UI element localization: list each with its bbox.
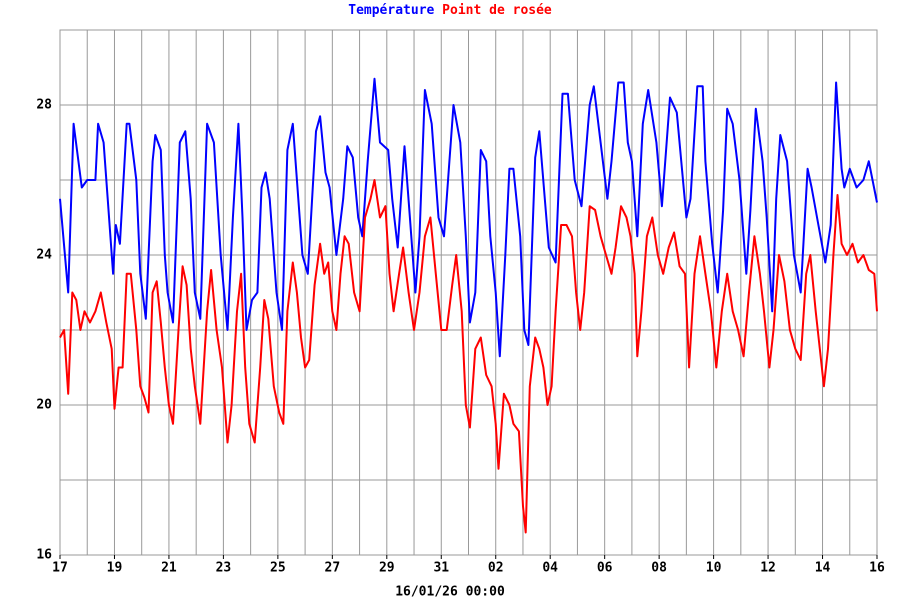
- x-tick-label: 21: [161, 561, 177, 576]
- x-axis-label: 16/01/26 00:00: [395, 585, 505, 600]
- chart-title: Température Point de rosée: [348, 3, 552, 18]
- data-line: [59, 77, 878, 358]
- x-tick-label: 19: [107, 561, 123, 576]
- x-tick-label: 17: [52, 561, 68, 576]
- x-tick-label: 23: [216, 561, 232, 576]
- y-tick-label: 20: [36, 398, 52, 413]
- x-tick-label: 27: [325, 561, 341, 576]
- x-tick-label: 04: [542, 561, 558, 576]
- x-tick-label: 10: [706, 561, 722, 576]
- y-tick-label: 28: [36, 98, 52, 113]
- x-tick-label: 06: [597, 561, 613, 576]
- x-tick-label: 14: [815, 561, 831, 576]
- x-tick-label: 31: [433, 561, 449, 576]
- y-tick-label: 16: [36, 548, 52, 563]
- x-tick-label: 16: [869, 561, 885, 576]
- legend-entry: Point de rosée: [442, 3, 552, 18]
- data-line: [59, 179, 878, 534]
- x-tick-label: 29: [379, 561, 395, 576]
- x-tick-label: 25: [270, 561, 286, 576]
- y-tick-label: 24: [36, 248, 52, 263]
- x-tick-label: 02: [488, 561, 504, 576]
- x-tick-label: 08: [651, 561, 667, 576]
- legend-entry: Température: [348, 3, 434, 18]
- x-tick-label: 12: [760, 561, 776, 576]
